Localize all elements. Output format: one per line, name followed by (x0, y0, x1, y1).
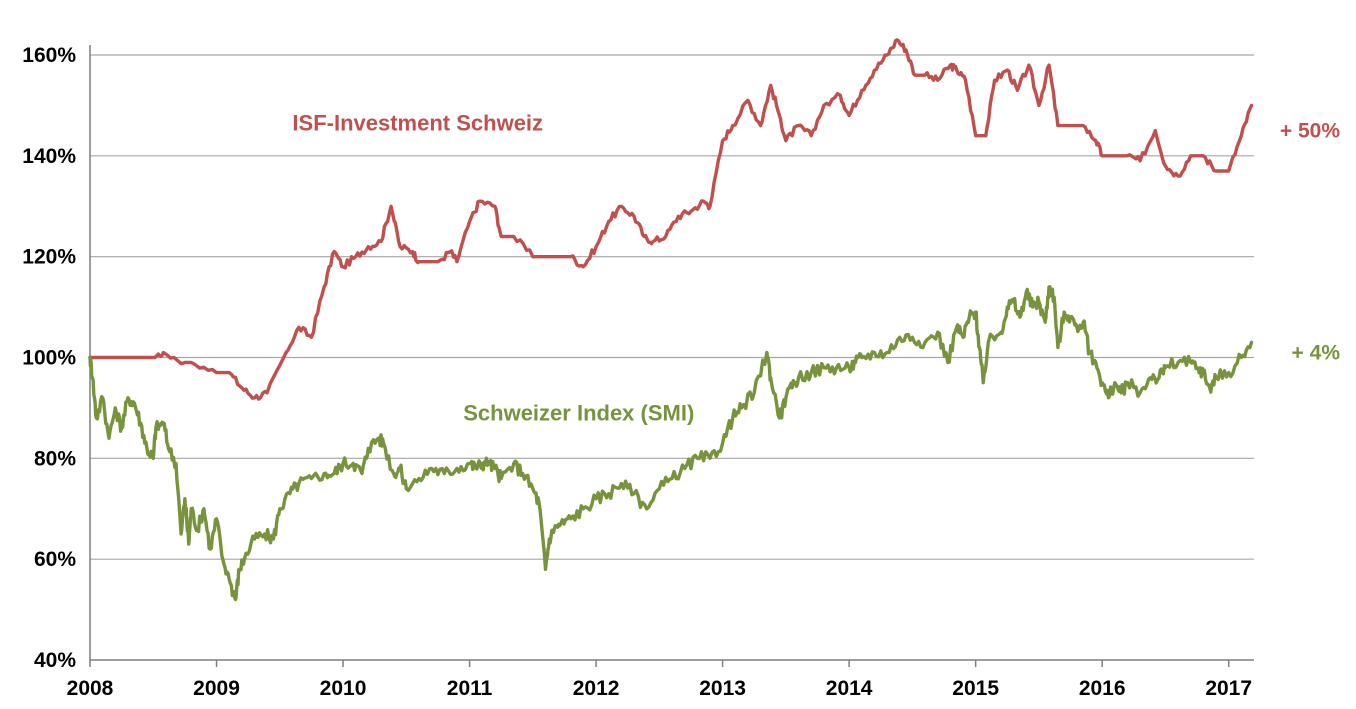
grid-lines (90, 54, 1254, 560)
y-tick-label: 80% (34, 447, 76, 470)
series-line-smi (88, 285, 1254, 602)
y-tick-label: 140% (22, 145, 76, 168)
axes: 40% 60% 80% 100% 120% 140% 160% 2008 2009 2010 201… (22, 44, 1254, 700)
y-tick-label: 40% (34, 649, 76, 672)
x-tick-label: 2011 (447, 677, 493, 700)
x-tick-label: 2010 (320, 677, 367, 700)
y-tick-label: 160% (22, 44, 76, 67)
series-lines (88, 38, 1254, 602)
x-tick-label: 2013 (699, 677, 746, 700)
x-tick-label: 2016 (1079, 677, 1126, 700)
series-annotations: ISF-Investment Schweiz Schweizer Index (… (292, 111, 694, 426)
y-tick-label: 120% (22, 246, 76, 269)
x-tick-label: 2008 (67, 677, 114, 700)
x-tick-label: 2014 (826, 677, 873, 700)
x-tick-label: 2017 (1205, 677, 1252, 700)
x-tick-label: 2012 (573, 677, 620, 700)
series-label-smi: Schweizer Index (SMI) (463, 401, 694, 426)
x-tick-label: 2009 (193, 677, 240, 700)
end-label-smi: + 4% (1292, 341, 1341, 364)
end-labels: + 50% + 4% (1280, 120, 1340, 365)
end-label-isf: + 50% (1280, 120, 1340, 143)
y-tick-label: 100% (22, 347, 76, 370)
series-line-isf (88, 38, 1254, 401)
x-tick-label: 2015 (952, 677, 999, 700)
y-tick-label: 60% (34, 548, 76, 571)
series-label-isf: ISF-Investment Schweiz (292, 111, 543, 136)
